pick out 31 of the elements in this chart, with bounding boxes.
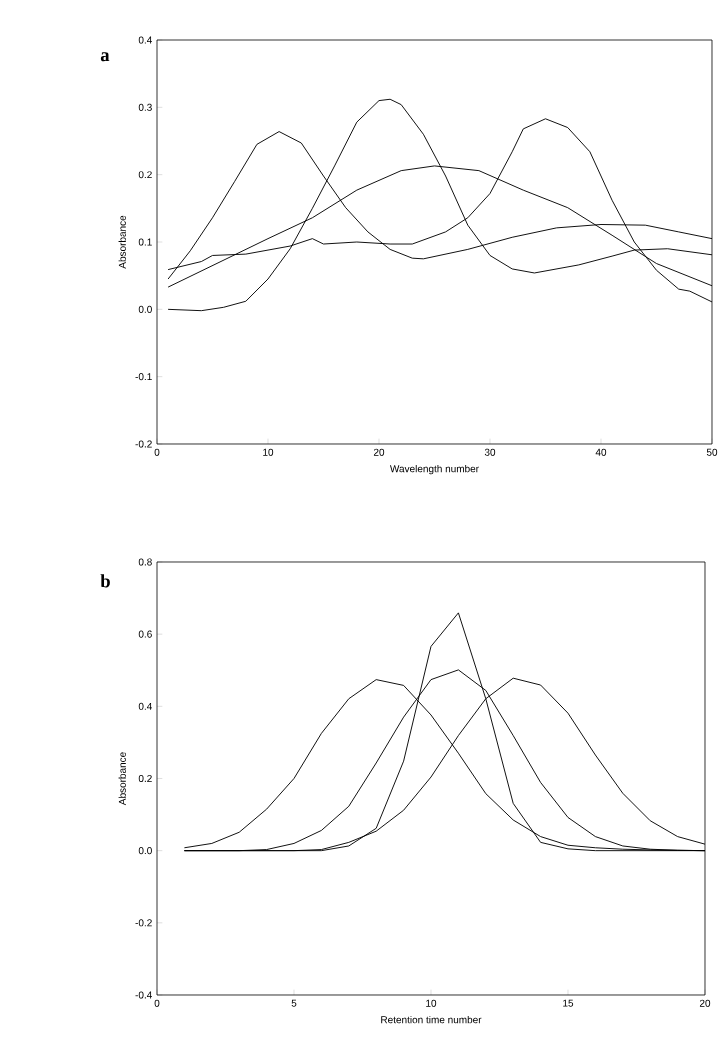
x-tick-label: 20 [699,999,711,1007]
y-tick-label: 0.6 [138,630,152,638]
y-tick-label: 0.4 [138,702,152,710]
x-axis-title: Retention time number [381,1015,482,1024]
x-tick-label: 30 [484,448,496,456]
x-tick-label: 50 [706,448,718,456]
y-tick-label: 0.0 [138,305,152,313]
x-tick-label: 10 [426,999,437,1007]
y-tick-label: 0.0 [138,847,152,855]
x-tick-label: 15 [563,999,574,1007]
y-tick-label: -0.1 [135,373,152,381]
y-tick-label: 0.3 [138,103,152,111]
x-tick-label: 5 [291,999,297,1007]
x-axis-title: Wavelength number [389,464,479,475]
y-tick-label: -0.2 [135,919,152,927]
x-tick-label: 0 [154,999,160,1007]
y-tick-label: -0.2 [135,440,152,448]
x-tick-label: 0 [154,448,160,456]
x-tick-label: 20 [373,448,385,456]
chart-title: a [100,52,110,62]
y-tick-label: 0.8 [138,558,152,566]
y-tick-label: -0.4 [135,991,152,999]
y-tick-label: 0.2 [138,171,152,179]
y-tick-label: 0.1 [138,238,152,246]
x-tick-label: 10 [263,448,274,456]
y-tick-label: 0.4 [138,36,152,44]
text: b [100,574,110,588]
y-axis-title: Absorbance [118,215,126,269]
y-tick-label: 0.2 [138,774,152,783]
x-tick-label: 40 [595,448,607,456]
y-axis-title: Absorbance [118,752,126,806]
